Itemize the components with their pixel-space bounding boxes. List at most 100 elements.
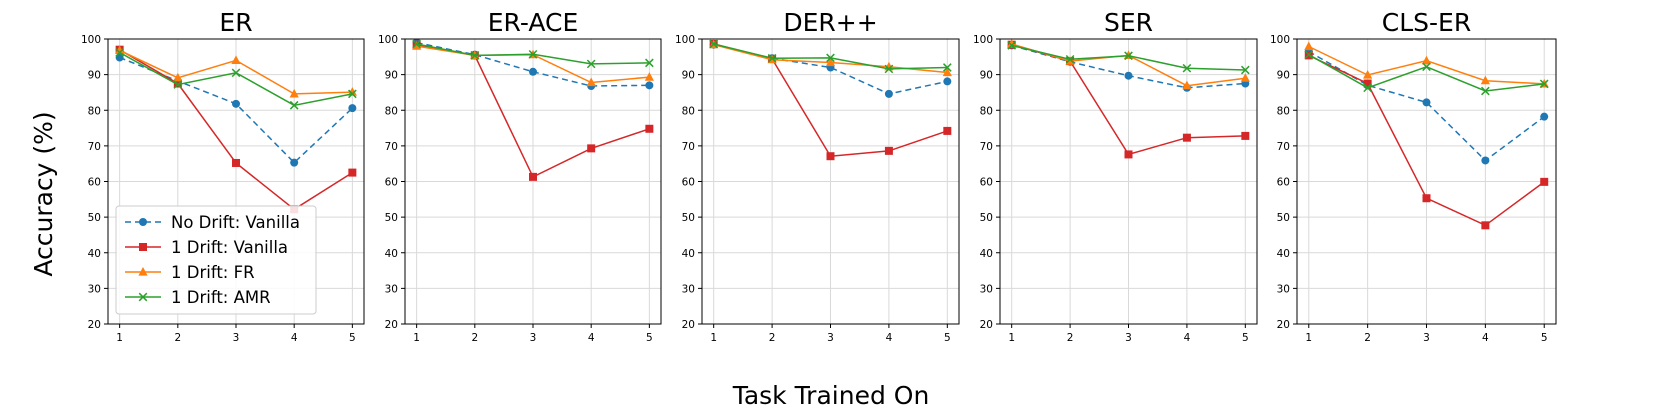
y-tick-label: 30 — [1277, 283, 1290, 295]
data-point — [348, 89, 357, 99]
y-tick-label: 70 — [88, 141, 101, 153]
data-point — [173, 80, 183, 89]
data-point — [347, 87, 357, 96]
data-point — [1481, 156, 1490, 165]
data-point — [289, 88, 299, 98]
y-tick-label: 30 — [385, 283, 398, 295]
data-point — [645, 58, 654, 68]
legend-entry-1-drift-amr: 1 Drift: AMR — [125, 288, 271, 307]
y-tick-label: 90 — [682, 70, 695, 82]
y-tick-label: 90 — [980, 70, 993, 82]
panel-title: DER++ — [783, 8, 877, 37]
y-tick-label: 20 — [980, 319, 993, 331]
series-1-drift-amr — [1007, 41, 1250, 75]
legend-label: 1 Drift: FR — [171, 263, 255, 282]
y-tick-label: 90 — [385, 70, 398, 82]
x-tick-label: 2 — [769, 332, 776, 344]
x-tick-label: 1 — [1305, 332, 1312, 344]
x-tick-label: 2 — [174, 332, 181, 344]
x-tick-label: 3 — [1423, 332, 1430, 344]
data-point — [1422, 194, 1431, 203]
y-tick-label: 40 — [682, 248, 695, 260]
data-point — [529, 172, 537, 181]
plot-frame — [701, 38, 960, 325]
data-point — [942, 63, 952, 72]
y-tick-label: 50 — [682, 212, 695, 224]
x-tick-label: 3 — [827, 332, 834, 344]
data-point — [884, 64, 894, 74]
y-tick-label: 100 — [1270, 34, 1290, 46]
data-point — [826, 53, 835, 63]
panel-ser: 20 30 40 50 60 70 80 90 100 1 2 3 4 5 SER — [973, 8, 1258, 344]
data-point — [644, 72, 654, 81]
y-tick-label: 50 — [385, 212, 398, 224]
data-point — [1304, 41, 1314, 51]
y-tick-label: 60 — [980, 177, 993, 189]
data-point — [1481, 86, 1490, 96]
y-tick-label: 100 — [378, 34, 398, 46]
data-point — [1182, 133, 1191, 142]
y-tick-label: 50 — [88, 212, 101, 224]
data-point — [173, 72, 183, 82]
x-tick-label: 3 — [530, 332, 537, 344]
x-tick-label: 1 — [710, 332, 717, 344]
y-tick-label: 20 — [1277, 319, 1290, 331]
y-tick-label: 20 — [88, 319, 101, 331]
data-point — [412, 41, 422, 50]
panels: 20 30 40 50 60 70 80 90 100 1 2 3 4 5 ER 20 30 40 50 60 70 80… — [81, 8, 1557, 344]
data-point — [943, 77, 952, 86]
data-point — [586, 59, 596, 69]
data-point — [1363, 69, 1373, 79]
x-tick-label: 1 — [1008, 332, 1015, 344]
legend-label: No Drift: Vanilla — [171, 213, 300, 232]
series-1-drift-amr — [1304, 50, 1549, 96]
data-point — [1421, 55, 1432, 65]
y-tick-label: 80 — [1277, 105, 1290, 117]
data-point — [709, 39, 719, 49]
data-point — [587, 144, 596, 153]
y-tick-label: 90 — [1277, 70, 1290, 82]
y-tick-label: 100 — [675, 34, 695, 46]
x-tick-label: 4 — [1482, 332, 1489, 344]
data-point — [290, 158, 299, 167]
panel-er-ace: 20 30 40 50 60 70 80 90 100 1 2 3 4 5 ER-ACE — [378, 8, 662, 344]
data-point — [1481, 221, 1490, 230]
data-point — [942, 67, 952, 77]
data-point — [1007, 41, 1017, 50]
data-point — [1124, 71, 1133, 80]
data-point — [1363, 83, 1372, 93]
x-tick-label: 4 — [1184, 332, 1191, 344]
x-tick-label: 5 — [1242, 332, 1249, 344]
data-point — [1124, 150, 1133, 159]
data-point — [1065, 54, 1075, 64]
panel-cls-er: 20 30 40 50 60 70 80 90 100 1 2 3 4 5 CLS-ER — [1270, 8, 1557, 344]
x-tick-label: 5 — [646, 332, 653, 344]
y-tick-label: 70 — [682, 141, 695, 153]
data-point — [1540, 112, 1549, 121]
legend-swatch-marker — [139, 243, 147, 251]
data-point — [231, 55, 241, 64]
y-tick-label: 30 — [682, 283, 695, 295]
data-point — [232, 158, 240, 167]
data-point — [348, 104, 357, 113]
y-tick-label: 70 — [385, 141, 398, 153]
x-tick-label: 1 — [116, 332, 123, 344]
y-tick-label: 60 — [1277, 177, 1290, 189]
x-tick-label: 3 — [233, 332, 240, 344]
y-tick-label: 70 — [1277, 141, 1290, 153]
data-point — [232, 99, 240, 108]
legend-swatch-marker — [138, 292, 148, 302]
plot-frame — [404, 38, 662, 325]
y-tick-label: 60 — [385, 177, 398, 189]
x-axis-label: Task Trained On — [732, 381, 930, 410]
panel-title: SER — [1104, 8, 1153, 37]
legend-entry-1-drift-fr: 1 Drift: FR — [125, 263, 255, 282]
data-point — [884, 89, 893, 98]
data-point — [1240, 65, 1250, 75]
panel-title: CLS-ER — [1382, 8, 1471, 37]
y-tick-label: 30 — [980, 283, 993, 295]
data-point — [1182, 80, 1192, 90]
y-tick-label: 20 — [682, 319, 695, 331]
data-point — [231, 68, 241, 78]
